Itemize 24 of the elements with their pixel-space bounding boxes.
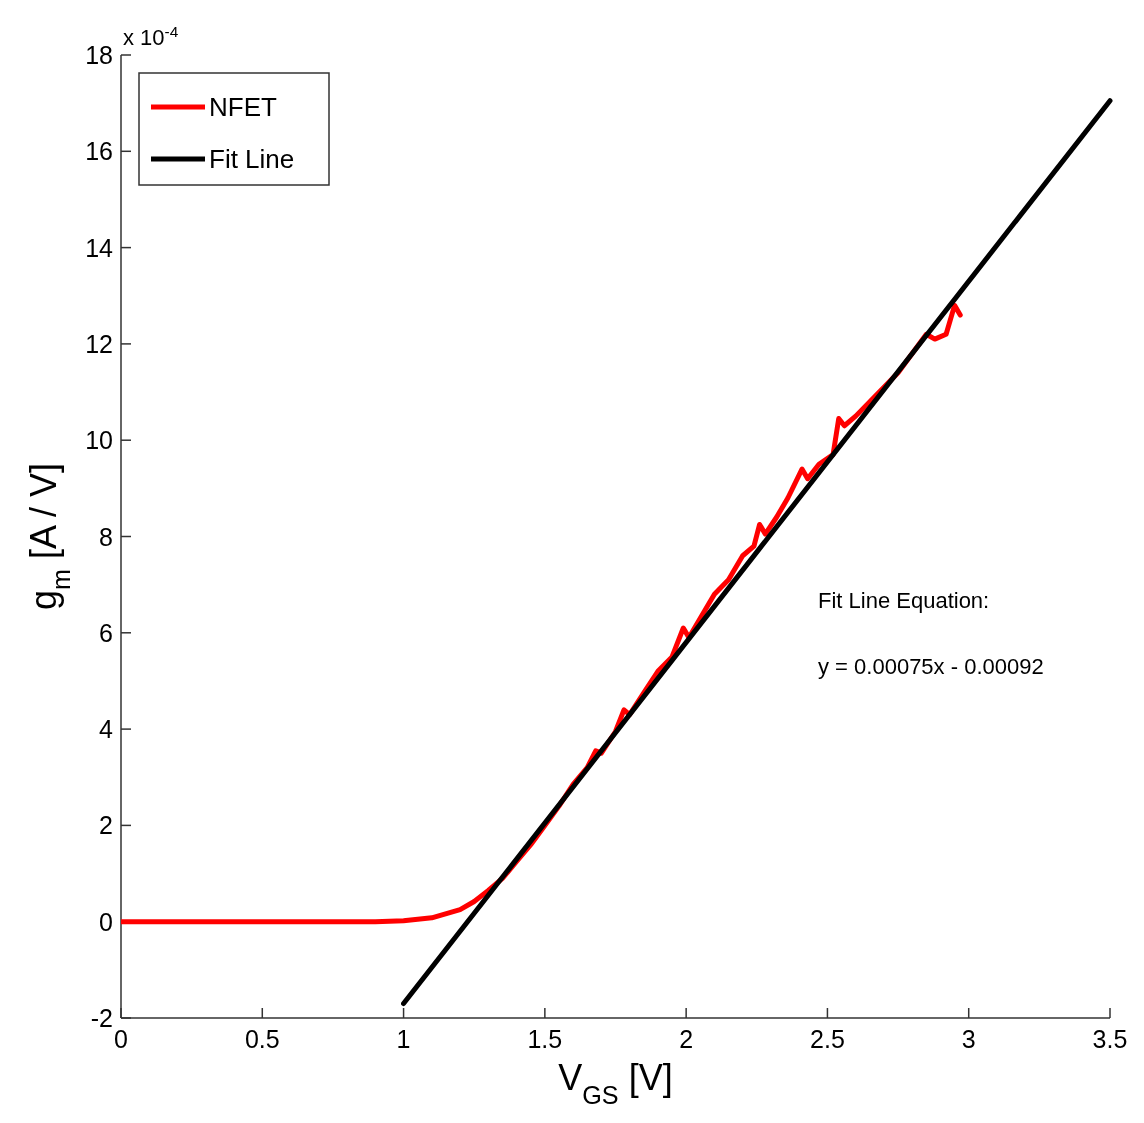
y-tick-label: 8: [99, 522, 113, 551]
y-tick-label: 4: [99, 715, 114, 744]
x-tick-label: 2.5: [810, 1025, 845, 1053]
x-tick-label: 1: [396, 1025, 411, 1053]
y-tick-label: 6: [99, 618, 113, 647]
x-tick-label: 0.5: [244, 1025, 280, 1053]
y-tick-label: 16: [85, 137, 113, 166]
legend-label: NFET: [209, 92, 277, 122]
x-tick-label: 3: [961, 1025, 976, 1053]
x-tick-label: 2: [679, 1025, 694, 1053]
x-tick-label: 3.5: [1092, 1025, 1128, 1053]
x-axis-title: V$_{GS}$ [V]: [558, 1057, 673, 1109]
y-tick-label: 18: [85, 41, 113, 69]
legend-label: Fit Line: [209, 144, 295, 174]
y-tick-label: 0: [99, 907, 113, 936]
annotation: y = 0.00075x - 0.00092: [818, 654, 1044, 679]
y-tick-label: -2: [90, 1004, 113, 1032]
y-tick-label: 14: [85, 233, 114, 262]
annotation: Fit Line Equation:: [818, 588, 990, 613]
y-tick-label: 10: [85, 426, 113, 455]
x-tick-label: 1.5: [527, 1025, 563, 1053]
text: x 10$^{-4}$: [123, 22, 179, 50]
y-tick-label: 12: [85, 329, 113, 358]
y-tick-label: 2: [99, 811, 113, 840]
